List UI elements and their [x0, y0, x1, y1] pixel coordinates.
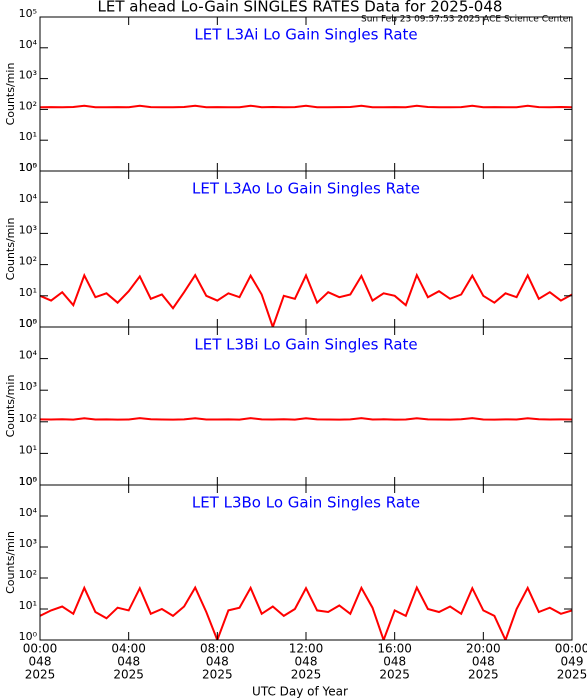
y-tick-label: 10⁵: [19, 317, 37, 330]
y-tick-label: 10⁰: [19, 475, 38, 488]
y-tick-label: 10²: [19, 568, 37, 581]
x-tick-label: 2025: [25, 668, 56, 682]
panel-title: LET L3Ai Lo Gain Singles Rate: [194, 26, 417, 44]
panel-title: LET L3Bi Lo Gain Singles Rate: [194, 336, 417, 354]
y-tick-label: 10¹: [19, 599, 37, 612]
y-tick-label: 10¹: [19, 443, 37, 456]
panel-title: LET L3Ao Lo Gain Singles Rate: [192, 180, 420, 198]
x-tick-label: 2025: [557, 668, 587, 682]
timestamp: Sun Feb 23 09:57:53 2025 ACE Science Cen…: [361, 15, 572, 25]
x-tick-label: 20:00: [466, 642, 501, 656]
chart-title: LET ahead Lo-Gain SINGLES RATES Data for…: [98, 0, 503, 16]
x-tick-label: 08:00: [200, 642, 235, 656]
y-tick-label: 10⁵: [19, 475, 37, 488]
y-tick-label: 10²: [19, 412, 37, 425]
panel-title: LET L3Bo Lo Gain Singles Rate: [192, 494, 420, 512]
y-tick-label: 10³: [19, 380, 37, 393]
x-tick-label: 2025: [291, 668, 322, 682]
y-tick-label: 10⁴: [19, 349, 38, 362]
x-tick-label: 2025: [113, 668, 144, 682]
plot-frame: [39, 484, 573, 641]
y-axis-label: Counts/min: [4, 218, 17, 281]
y-tick-label: 10⁵: [19, 7, 37, 20]
x-tick-label: 048: [117, 655, 140, 669]
x-tick-label: 048: [295, 655, 318, 669]
x-axis-label: UTC Day of Year: [252, 685, 348, 699]
data-line: [40, 417, 572, 421]
data-line: [40, 104, 572, 109]
y-tick-label: 10⁰: [19, 630, 38, 643]
y-tick-label: 10¹: [19, 130, 37, 143]
x-tick-label: 048: [206, 655, 229, 669]
y-axis-label: Counts/min: [4, 63, 17, 126]
y-tick-label: 10⁰: [19, 161, 38, 174]
y-tick-label: 10²: [19, 255, 37, 268]
x-tick-label: 12:00: [289, 642, 324, 656]
x-tick-label: 00:00: [555, 642, 587, 656]
y-axis-label: Counts/min: [4, 531, 17, 594]
x-tick-label: 048: [383, 655, 406, 669]
x-tick-label: 049: [561, 655, 584, 669]
data-line: [40, 272, 572, 327]
x-tick-label: 2025: [202, 668, 233, 682]
x-tick-label: 16:00: [377, 642, 412, 656]
y-tick-label: 10⁰: [19, 317, 38, 330]
data-line: [40, 585, 572, 640]
x-tick-label: 04:00: [111, 642, 146, 656]
y-tick-label: 10³: [19, 69, 37, 82]
x-tick-label: 2025: [379, 668, 410, 682]
y-tick-label: 10³: [19, 537, 37, 550]
y-tick-label: 10⁴: [19, 506, 38, 519]
y-tick-label: 10⁴: [19, 192, 38, 205]
x-tick-label: 2025: [468, 668, 499, 682]
x-tick-label: 00:00: [23, 642, 58, 656]
x-tick-label: 048: [29, 655, 52, 669]
y-tick-label: 10²: [19, 99, 37, 112]
y-tick-label: 10³: [19, 223, 37, 236]
x-tick-label: 048: [472, 655, 495, 669]
y-axis-label: Counts/min: [4, 375, 17, 438]
y-tick-label: 10⁵: [19, 161, 37, 174]
y-tick-label: 10¹: [19, 286, 37, 299]
y-tick-label: 10⁴: [19, 38, 38, 51]
